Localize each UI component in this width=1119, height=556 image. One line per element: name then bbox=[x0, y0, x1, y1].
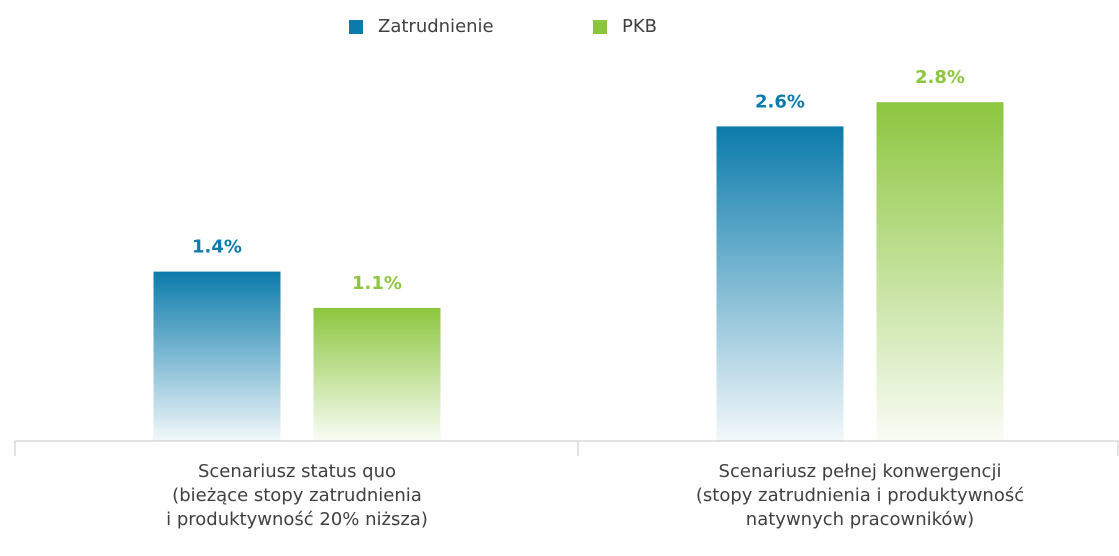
value-label: 1.1% bbox=[352, 273, 402, 294]
legend-label: PKB bbox=[622, 16, 657, 37]
bar bbox=[153, 271, 281, 441]
bar bbox=[313, 307, 441, 441]
value-label: 2.6% bbox=[755, 91, 805, 112]
bar bbox=[716, 126, 844, 442]
bar bbox=[876, 102, 1004, 441]
value-label: 1.4% bbox=[192, 237, 242, 258]
legend-swatch bbox=[593, 20, 607, 34]
legend-swatch bbox=[349, 20, 363, 34]
value-label: 2.8% bbox=[915, 67, 965, 88]
legend-label: Zatrudnienie bbox=[378, 16, 494, 37]
x-tick-label: Scenariusz status quo (bieżące stopy zat… bbox=[166, 461, 428, 530]
x-tick-label: Scenariusz pełnej konwergencji (stopy za… bbox=[695, 461, 1025, 530]
